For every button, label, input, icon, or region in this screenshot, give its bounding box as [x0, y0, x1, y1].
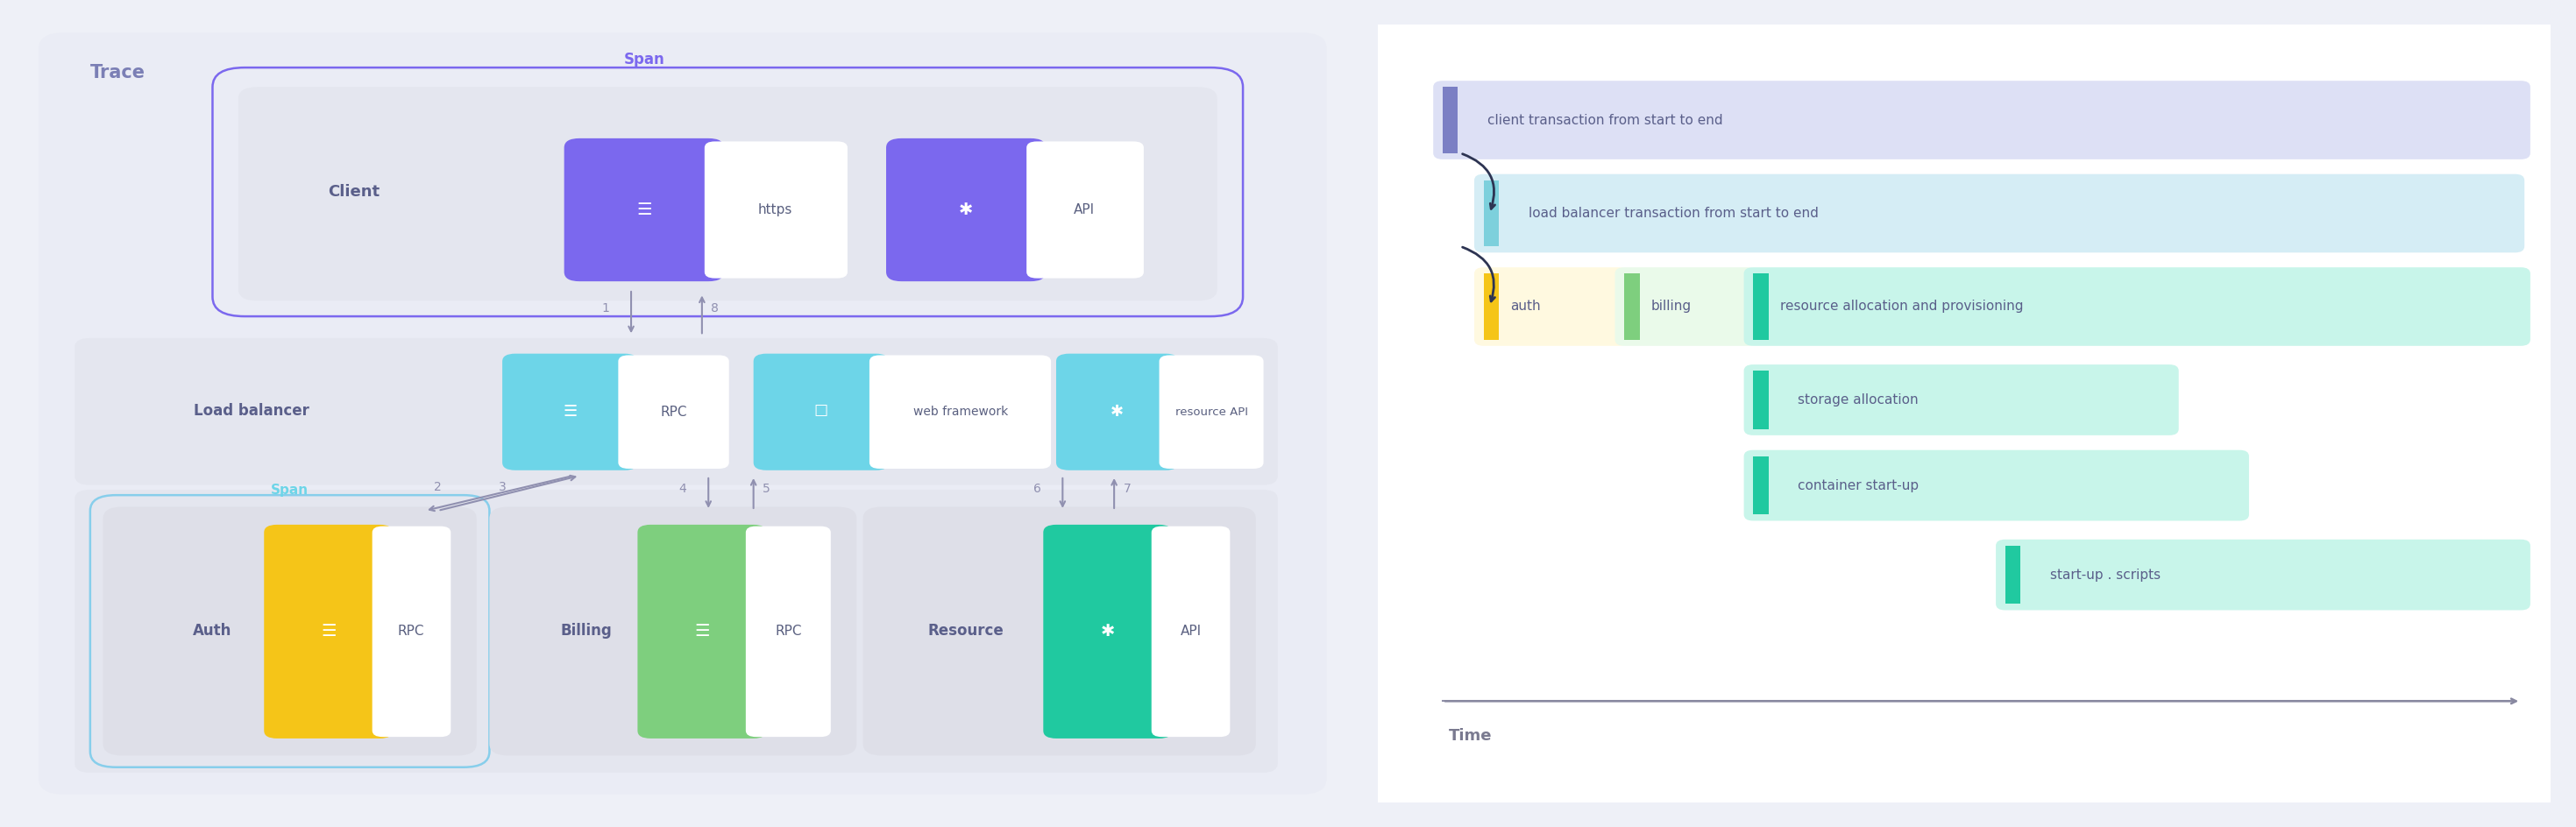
Bar: [1754, 457, 1770, 514]
Text: billing: billing: [1651, 300, 1692, 313]
Text: container start-up: container start-up: [1798, 479, 1919, 492]
Bar: [1443, 87, 1458, 153]
Bar: [2004, 546, 2020, 604]
Text: Client: Client: [327, 184, 381, 200]
FancyBboxPatch shape: [237, 87, 1216, 301]
FancyBboxPatch shape: [618, 356, 729, 469]
FancyBboxPatch shape: [639, 524, 768, 739]
FancyBboxPatch shape: [706, 141, 848, 278]
Text: ☰: ☰: [696, 624, 708, 640]
Bar: [1754, 370, 1770, 429]
FancyBboxPatch shape: [103, 507, 477, 756]
Text: Resource: Resource: [927, 624, 1005, 639]
Text: resource allocation and provisioning: resource allocation and provisioning: [1780, 300, 2022, 313]
FancyBboxPatch shape: [1025, 141, 1144, 278]
Text: 6: 6: [1033, 483, 1041, 495]
Text: ✱: ✱: [1110, 404, 1123, 420]
FancyBboxPatch shape: [1744, 450, 2249, 521]
Text: load balancer transaction from start to end: load balancer transaction from start to …: [1528, 207, 1819, 220]
Text: 7: 7: [1123, 483, 1131, 495]
Text: Span: Span: [623, 52, 665, 68]
Bar: [1484, 180, 1499, 246]
Text: start-up . scripts: start-up . scripts: [2050, 568, 2161, 581]
FancyBboxPatch shape: [1744, 365, 2179, 435]
Text: Span: Span: [270, 484, 309, 496]
FancyBboxPatch shape: [1432, 81, 2530, 160]
FancyBboxPatch shape: [1043, 524, 1172, 739]
Text: 1: 1: [600, 303, 611, 315]
Text: Load balancer: Load balancer: [193, 404, 309, 419]
FancyBboxPatch shape: [371, 526, 451, 737]
Text: API: API: [1074, 203, 1095, 217]
FancyBboxPatch shape: [871, 356, 1051, 469]
Text: API: API: [1180, 624, 1203, 638]
Text: Time: Time: [1448, 729, 1492, 744]
FancyBboxPatch shape: [564, 138, 724, 281]
Bar: [1625, 274, 1638, 340]
Text: ☰: ☰: [564, 404, 577, 420]
Text: 2: 2: [435, 481, 440, 494]
Text: storage allocation: storage allocation: [1798, 394, 1919, 406]
Text: ✱: ✱: [958, 202, 974, 218]
Text: client transaction from start to end: client transaction from start to end: [1486, 113, 1723, 127]
Text: auth: auth: [1510, 300, 1540, 313]
Text: RPC: RPC: [659, 405, 688, 418]
Text: resource API: resource API: [1175, 406, 1249, 418]
Text: Billing: Billing: [562, 624, 611, 639]
FancyBboxPatch shape: [1996, 539, 2530, 610]
Text: web framework: web framework: [914, 406, 1007, 418]
FancyBboxPatch shape: [489, 507, 855, 756]
FancyBboxPatch shape: [75, 338, 1278, 485]
FancyBboxPatch shape: [263, 524, 392, 739]
FancyBboxPatch shape: [886, 138, 1046, 281]
Text: https: https: [757, 203, 793, 217]
FancyBboxPatch shape: [1159, 356, 1262, 469]
Text: 4: 4: [680, 483, 685, 495]
Bar: [1754, 274, 1770, 340]
FancyBboxPatch shape: [1473, 174, 2524, 252]
Text: Trace: Trace: [90, 64, 144, 81]
Text: ☐: ☐: [814, 404, 827, 420]
Bar: [1484, 274, 1499, 340]
Text: ☰: ☰: [636, 202, 652, 218]
FancyBboxPatch shape: [1151, 526, 1231, 737]
FancyBboxPatch shape: [863, 507, 1257, 756]
Text: ✱: ✱: [1100, 624, 1115, 640]
Text: 3: 3: [500, 481, 505, 494]
Text: ☰: ☰: [322, 624, 335, 640]
FancyBboxPatch shape: [752, 354, 889, 471]
FancyBboxPatch shape: [1615, 267, 1757, 346]
FancyBboxPatch shape: [747, 526, 829, 737]
FancyBboxPatch shape: [1056, 354, 1177, 471]
Text: RPC: RPC: [397, 624, 425, 638]
FancyBboxPatch shape: [75, 490, 1278, 772]
FancyBboxPatch shape: [502, 354, 639, 471]
FancyBboxPatch shape: [39, 32, 1327, 795]
Text: RPC: RPC: [775, 624, 801, 638]
FancyBboxPatch shape: [1744, 267, 2530, 346]
Text: Auth: Auth: [193, 624, 232, 639]
FancyBboxPatch shape: [1473, 267, 1628, 346]
Text: 5: 5: [762, 483, 770, 495]
Text: 8: 8: [711, 303, 719, 315]
